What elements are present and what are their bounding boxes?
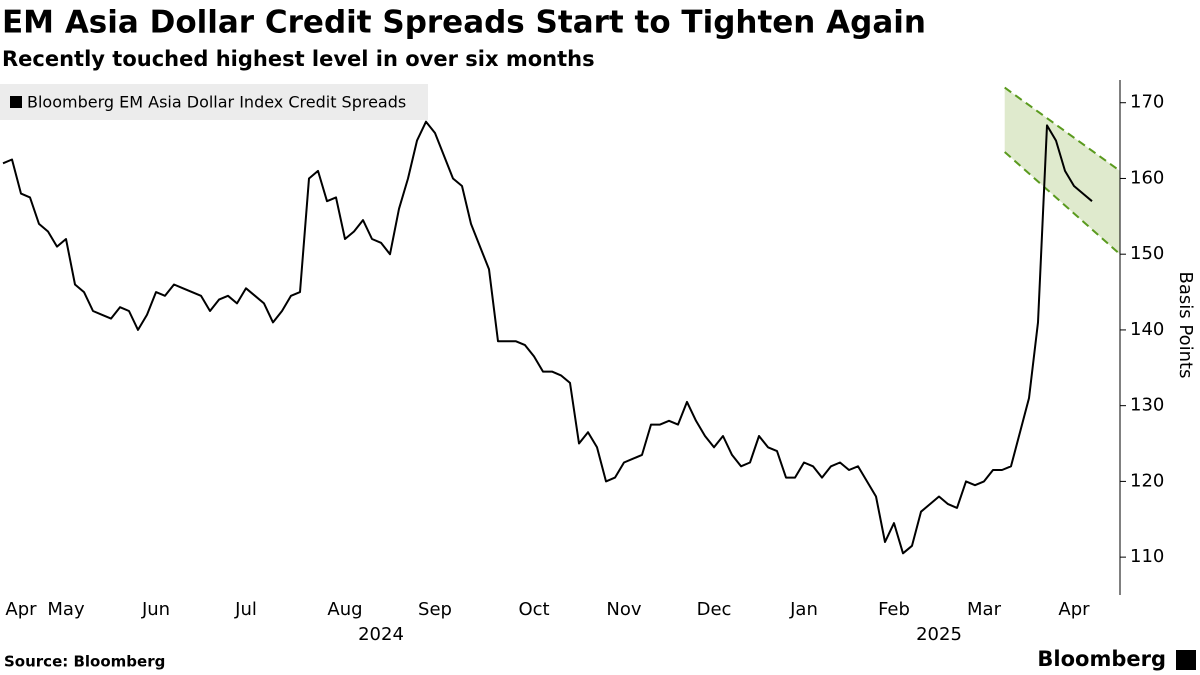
chart-subtitle: Recently touched highest level in over s… [2,47,595,71]
x-tick-label: Jun [141,599,170,620]
legend-box [0,84,428,120]
x-group-label: 2024 [358,624,404,645]
x-tick-label: Sep [418,599,452,620]
y-tick-label: 150 [1130,243,1164,264]
x-tick-label: Mar [967,599,1002,620]
x-tick-label: Aug [327,599,362,620]
x-group-label: 2025 [916,624,962,645]
y-tick-label: 120 [1130,470,1164,491]
line [2,120,1093,555]
y-tick-label: 130 [1130,395,1164,416]
legend-swatch [10,96,22,108]
x-tick-label: Dec [697,599,732,620]
x-tick-label: Nov [606,599,641,620]
channel-line [1004,86,1121,172]
x-tick-label: Apr [1058,599,1090,620]
channel-band [1004,87,1120,255]
x-tick-label: Jul [234,599,257,620]
x-tick-label: May [47,599,85,620]
x-tick-label: Feb [878,599,910,620]
y-tick-label: 140 [1130,319,1164,340]
legend-label: Bloomberg EM Asia Dollar Index Credit Sp… [27,93,406,112]
chart-title: EM Asia Dollar Credit Spreads Start to T… [2,5,926,41]
source: Source: Bloomberg [4,653,165,671]
y-tick-label: 110 [1130,546,1164,567]
y-axis-label: Basis Points [1175,272,1196,379]
y-tick-label: 160 [1130,167,1164,188]
brand-icon [1176,650,1196,670]
y-tick-label: 170 [1130,92,1164,113]
x-tick-label: Apr [5,599,37,620]
brand: Bloomberg [1037,647,1166,671]
x-tick-label: Jan [789,599,818,620]
x-tick-label: Oct [518,599,549,620]
